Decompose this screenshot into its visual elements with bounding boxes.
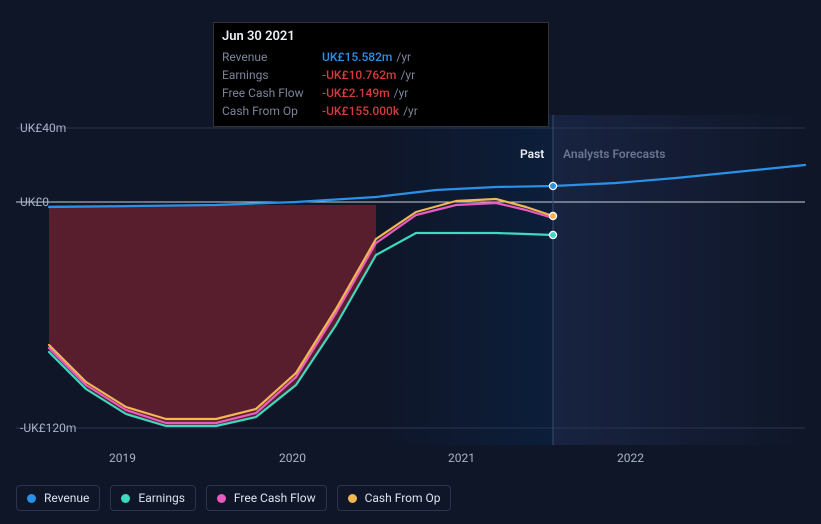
tooltip-row: Free Cash Flow-UK£2.149m/yr	[222, 84, 540, 102]
section-label: Past	[520, 147, 544, 161]
x-axis-label: 2019	[109, 451, 136, 465]
legend-item-fcf[interactable]: Free Cash Flow	[206, 485, 327, 511]
legend-swatch	[217, 494, 226, 503]
legend-swatch	[121, 494, 130, 503]
tooltip-row-value: -UK£155.000k	[322, 104, 399, 118]
tooltip-row-unit: /yr	[394, 86, 409, 100]
tooltip-row-label: Revenue	[222, 50, 322, 64]
tooltip-rows: RevenueUK£15.582m/yrEarnings-UK£10.762m/…	[222, 48, 540, 120]
x-axis-label: 2021	[448, 451, 475, 465]
legend-swatch	[27, 494, 36, 503]
tooltip-date: Jun 30 2021	[222, 29, 540, 44]
tooltip-row-value: -UK£2.149m	[322, 86, 390, 100]
legend: Revenue Earnings Free Cash Flow Cash From O…	[16, 485, 451, 511]
legend-swatch	[348, 494, 357, 503]
tooltip-row-unit: /yr	[400, 68, 415, 82]
tooltip-row-label: Cash From Op	[222, 104, 322, 118]
plot-svg	[16, 115, 805, 445]
tooltip-row: Cash From Op-UK£155.000k/yr	[222, 102, 540, 120]
legend-label: Cash From Op	[365, 491, 441, 505]
tooltip-row: RevenueUK£15.582m/yr	[222, 48, 540, 66]
tooltip-row-unit: /yr	[403, 104, 418, 118]
x-axis-label: 2022	[617, 451, 644, 465]
legend-item-earnings[interactable]: Earnings	[110, 485, 196, 511]
y-axis-label: -UK£120m	[20, 421, 76, 435]
tooltip-row-label: Earnings	[222, 68, 322, 82]
legend-label: Revenue	[44, 491, 89, 505]
x-axis-label: 2020	[279, 451, 306, 465]
tooltip-row-value: -UK£10.762m	[322, 68, 396, 82]
y-axis-label: UK£40m	[20, 121, 66, 135]
chart: UK£40m UK£0 -UK£120m Past Analysts Forecast…	[16, 115, 805, 510]
y-axis-label: UK£0	[20, 195, 49, 209]
legend-item-cashop[interactable]: Cash From Op	[337, 485, 452, 511]
legend-label: Free Cash Flow	[234, 491, 316, 505]
legend-label: Earnings	[138, 491, 185, 505]
tooltip-row-unit: /yr	[396, 50, 411, 64]
tooltip: Jun 30 2021 RevenueUK£15.582m/yrEarnings…	[213, 22, 549, 127]
legend-item-revenue[interactable]: Revenue	[16, 485, 100, 511]
section-label: Analysts Forecasts	[563, 147, 665, 161]
tooltip-row-label: Free Cash Flow	[222, 86, 322, 100]
tooltip-row-value: UK£15.582m	[322, 50, 392, 64]
tooltip-row: Earnings-UK£10.762m/yr	[222, 66, 540, 84]
